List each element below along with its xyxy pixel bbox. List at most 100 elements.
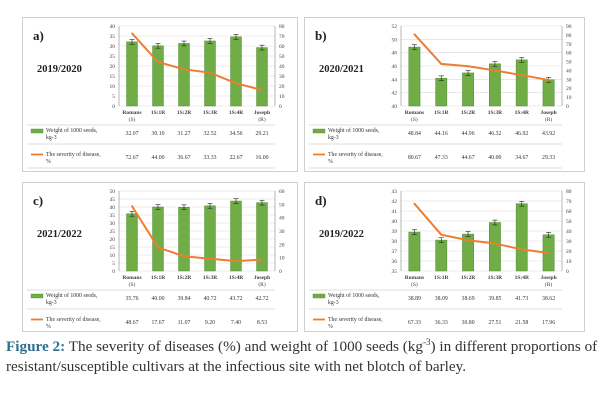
- table-line-value: 17.67: [151, 320, 164, 326]
- severity-point: [413, 33, 416, 36]
- y-left-tick-label: 42: [392, 91, 398, 97]
- table-line-value: 7.40: [231, 320, 241, 326]
- y-right-tick-label: 10: [566, 259, 572, 265]
- severity-line: [413, 203, 549, 255]
- y-right-tick-label: 50: [279, 202, 285, 208]
- data-bar: [178, 207, 190, 272]
- table-line-value: 80.67: [408, 155, 421, 161]
- legend-line-unit: %: [328, 159, 333, 165]
- table-line-value: 67.33: [408, 320, 421, 326]
- table-line-value: 22.67: [229, 155, 242, 161]
- table-line-value: 16.00: [255, 155, 268, 161]
- table-line-value: 36.33: [435, 320, 448, 326]
- table-bar-value: 35.76: [125, 296, 138, 302]
- y-right-tick-label: 40: [566, 229, 572, 235]
- y-right-tick-label: 30: [279, 74, 285, 80]
- table-line-value: 9.20: [205, 320, 215, 326]
- y-right-tick-label: 80: [566, 189, 572, 195]
- x-category-label: 1S:1R: [434, 110, 449, 116]
- severity-point: [440, 233, 443, 236]
- severity-point: [520, 248, 523, 251]
- severity-line: [131, 205, 263, 263]
- table-bar-value: 46.32: [488, 131, 501, 137]
- x-category-label: 1S:2R: [177, 110, 192, 116]
- y-right-tick-label: 70: [566, 42, 572, 48]
- severity-line: [413, 33, 549, 81]
- y-right-tick-label: 40: [279, 216, 285, 222]
- severity-point: [235, 82, 237, 85]
- table-bar-value: 40.72: [203, 296, 216, 302]
- data-bar: [256, 47, 268, 107]
- data-bar: [178, 43, 190, 107]
- y-left-tick-label: 40: [110, 205, 116, 211]
- x-category-label: 1S:4R: [515, 275, 530, 281]
- y-right-tick-label: 0: [279, 104, 282, 110]
- x-category-label: (R): [545, 116, 553, 123]
- x-category-label: (S): [129, 116, 136, 123]
- y-right-tick-label: 0: [566, 269, 569, 275]
- y-right-tick-label: 30: [279, 229, 285, 235]
- y-left-tick-label: 0: [112, 104, 115, 110]
- legend-bar-swatch: [312, 128, 326, 134]
- y-right-tick-label: 10: [279, 94, 285, 100]
- chart-svg: b) 2020/2021 40 42 44 46 48 50 52 0 10 20 30 40 50 60 70…: [309, 24, 572, 169]
- y-right-tick-label: 70: [566, 199, 572, 205]
- x-category-label: 1S:4R: [229, 275, 244, 281]
- panel-label: d): [315, 193, 327, 208]
- data-bar: [542, 79, 555, 107]
- panel-label: a): [33, 28, 44, 43]
- y-left-tick-label: 44: [392, 77, 398, 83]
- y-right-tick-label: 0: [566, 104, 569, 110]
- legend-line-label: The severity of disease,: [46, 316, 101, 323]
- legend-line-label: The severity of disease,: [328, 151, 383, 158]
- figure-caption-text-1: The severity of diseases (%) and weight …: [65, 338, 423, 356]
- table-bar-value: 38.89: [408, 296, 421, 302]
- y-right-tick-label: 50: [279, 54, 285, 60]
- table-bar-value: 30.10: [151, 131, 164, 137]
- y-right-tick-label: 60: [566, 209, 572, 215]
- x-category-label: 1S:4R: [229, 110, 244, 116]
- table-bar-value: 38.69: [462, 296, 475, 302]
- panel-year: 2021/2022: [37, 229, 82, 240]
- panel-year: 2020/2021: [319, 64, 364, 75]
- y-right-tick-label: 50: [566, 219, 572, 225]
- y-left-tick-label: 35: [110, 34, 116, 40]
- x-category-label: 1S:1R: [434, 275, 449, 281]
- x-category-label: Joseph: [254, 275, 270, 281]
- table-bar-value: 31.27: [177, 131, 190, 137]
- y-right-tick-label: 40: [566, 68, 572, 74]
- y-left-tick-label: 15: [110, 74, 116, 80]
- y-left-tick-label: 48: [392, 51, 398, 57]
- y-right-tick-label: 30: [566, 77, 572, 83]
- legend-bar-unit: kg-3: [328, 135, 339, 141]
- x-category-label: Romans: [405, 275, 424, 281]
- y-left-tick-label: 50: [110, 189, 116, 195]
- table-bar-value: 32.07: [125, 131, 138, 137]
- legend-line-unit: %: [328, 324, 333, 330]
- severity-point: [209, 71, 211, 74]
- severity-point: [494, 242, 496, 245]
- y-right-tick-label: 20: [279, 84, 285, 90]
- y-right-tick-label: 10: [566, 95, 572, 101]
- table-line-value: 48.67: [125, 320, 138, 326]
- x-category-label: Joseph: [540, 275, 556, 281]
- y-left-tick-label: 36: [392, 259, 398, 265]
- y-right-tick-label: 0: [279, 269, 282, 275]
- x-category-label: (R): [258, 116, 266, 123]
- y-left-tick-label: 40: [110, 24, 116, 30]
- x-category-label: Romans: [122, 275, 141, 281]
- x-category-label: (R): [545, 281, 553, 288]
- y-left-tick-label: 38: [392, 239, 398, 245]
- y-left-tick-label: 5: [112, 261, 115, 267]
- table-line-value: 72.67: [125, 155, 138, 161]
- panel-label: b): [315, 28, 327, 43]
- panel-label: c): [33, 193, 43, 208]
- table-line-value: 40.00: [488, 155, 501, 161]
- data-bar: [204, 205, 216, 272]
- table-bar-value: 44.96: [462, 131, 475, 137]
- x-category-label: 1S:3R: [203, 110, 218, 116]
- legend-line-unit: %: [46, 159, 51, 165]
- severity-point: [261, 89, 263, 91]
- chart-svg: d) 2019/2022 35 36 37 38 39 40 41 42 43 0 10 20 30 40 50…: [309, 189, 572, 330]
- y-left-tick-label: 20: [110, 237, 116, 243]
